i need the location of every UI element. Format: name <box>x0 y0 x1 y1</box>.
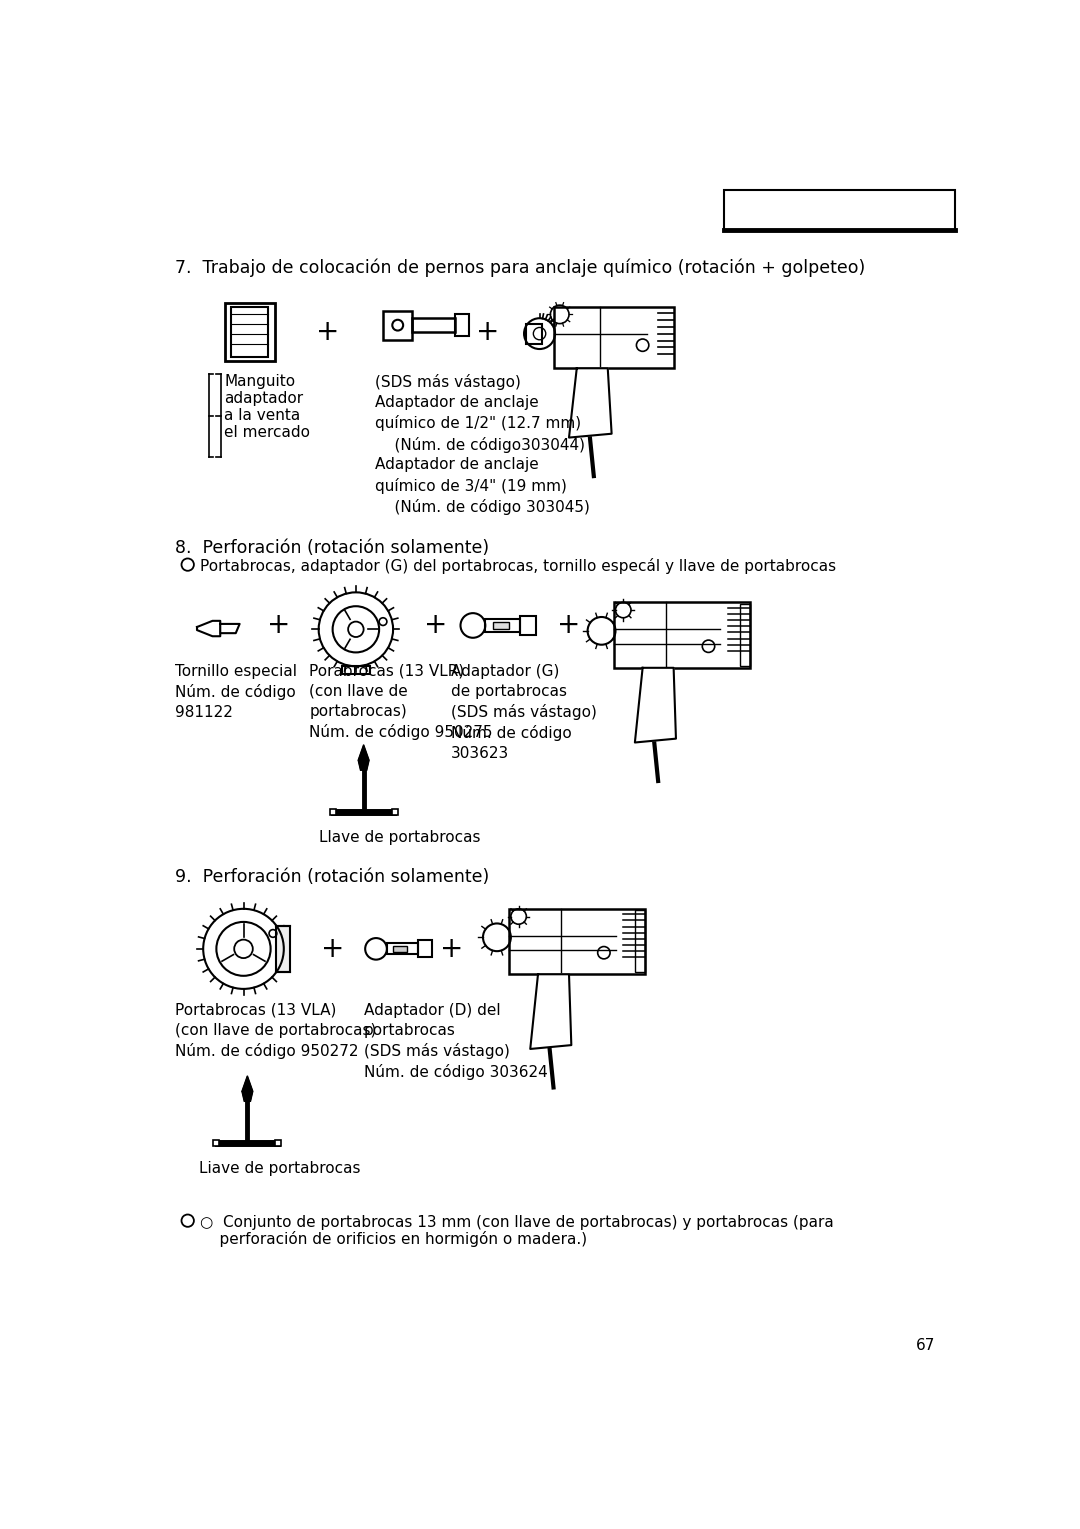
Text: +: + <box>267 612 291 639</box>
Bar <box>554 307 674 368</box>
Bar <box>740 604 750 665</box>
Bar <box>392 809 397 815</box>
Bar <box>342 667 369 674</box>
Bar <box>276 925 291 972</box>
Text: ○  Conjunto de portabrocas 13 mm (con llave de portabrocas) y portabrocas (para: ○ Conjunto de portabrocas 13 mm (con lla… <box>200 1214 834 1229</box>
Bar <box>413 318 455 332</box>
Bar <box>485 619 521 631</box>
Polygon shape <box>635 668 676 743</box>
Bar <box>613 602 750 668</box>
Bar <box>275 1139 282 1145</box>
Bar <box>213 1139 219 1145</box>
Text: adaptador: adaptador <box>225 391 303 407</box>
Bar <box>387 943 418 954</box>
Bar <box>510 908 645 974</box>
Polygon shape <box>242 1076 253 1101</box>
Polygon shape <box>530 974 571 1049</box>
Polygon shape <box>569 368 611 437</box>
Text: Adaptador (G)
de portabrocas
(SDS más vástago)
Núm. de código
303623: Adaptador (G) de portabrocas (SDS más vá… <box>451 664 597 761</box>
Text: el mercado: el mercado <box>225 425 310 440</box>
Polygon shape <box>220 624 240 633</box>
Text: Adaptador (D) del
portabrocas
(SDS más vástago)
Núm. de código 303624: Adaptador (D) del portabrocas (SDS más v… <box>364 1003 548 1079</box>
Text: a la venta: a la venta <box>225 408 300 424</box>
Bar <box>455 315 469 336</box>
Text: Porabrocas (13 VLR)
(con llave de
portabrocas)
Núm. de código 950275: Porabrocas (13 VLR) (con llave de portab… <box>309 664 492 740</box>
Text: Liave de portabrocas: Liave de portabrocas <box>199 1161 360 1176</box>
Text: 7.  Trabajo de colocación de pernos para anclaje químico (rotación + golpeteo): 7. Trabajo de colocación de pernos para … <box>175 258 865 277</box>
Bar <box>526 324 542 344</box>
Text: 67: 67 <box>916 1338 935 1353</box>
Text: 9.  Perforación (rotación solamente): 9. Perforación (rotación solamente) <box>175 868 489 885</box>
Polygon shape <box>359 745 369 771</box>
Bar <box>231 307 268 356</box>
Bar <box>225 303 274 361</box>
Bar <box>383 310 413 339</box>
Text: Tornillo especial
Núm. de código
981122: Tornillo especial Núm. de código 981122 <box>175 664 297 720</box>
Bar <box>635 910 645 972</box>
Text: Llave de portabrocas: Llave de portabrocas <box>320 830 481 844</box>
Text: +: + <box>321 934 345 963</box>
Bar <box>494 622 509 630</box>
Text: +: + <box>424 612 447 639</box>
Text: Portabrocas, adaptador (G) del portabrocas, tornillo especál y llave de portabro: Portabrocas, adaptador (G) del portabroc… <box>200 558 836 575</box>
Text: 8.  Perforación (rotación solamente): 8. Perforación (rotación solamente) <box>175 540 489 557</box>
Bar <box>521 616 536 635</box>
Bar <box>329 809 336 815</box>
Bar <box>724 190 955 229</box>
Text: +: + <box>315 318 339 346</box>
Text: Manguito: Manguito <box>225 375 295 390</box>
Text: (SDS más vástago)
Adaptador de anclaje
químico de 1/2" (12.7 mm)
    (Núm. de có: (SDS más vástago) Adaptador de anclaje q… <box>375 375 590 515</box>
Bar <box>418 940 432 957</box>
Text: +: + <box>440 934 463 963</box>
Text: Español: Español <box>794 200 886 220</box>
Bar <box>393 946 407 953</box>
Text: +: + <box>476 318 499 346</box>
Text: Portabrocas (13 VLA)
(con llave de portabrocas)
Núm. de código 950272: Portabrocas (13 VLA) (con llave de porta… <box>175 1003 377 1058</box>
Text: +: + <box>557 612 581 639</box>
Text: perforación de orificios en hormigón o madera.): perforación de orificios en hormigón o m… <box>200 1231 588 1248</box>
Polygon shape <box>197 621 220 636</box>
